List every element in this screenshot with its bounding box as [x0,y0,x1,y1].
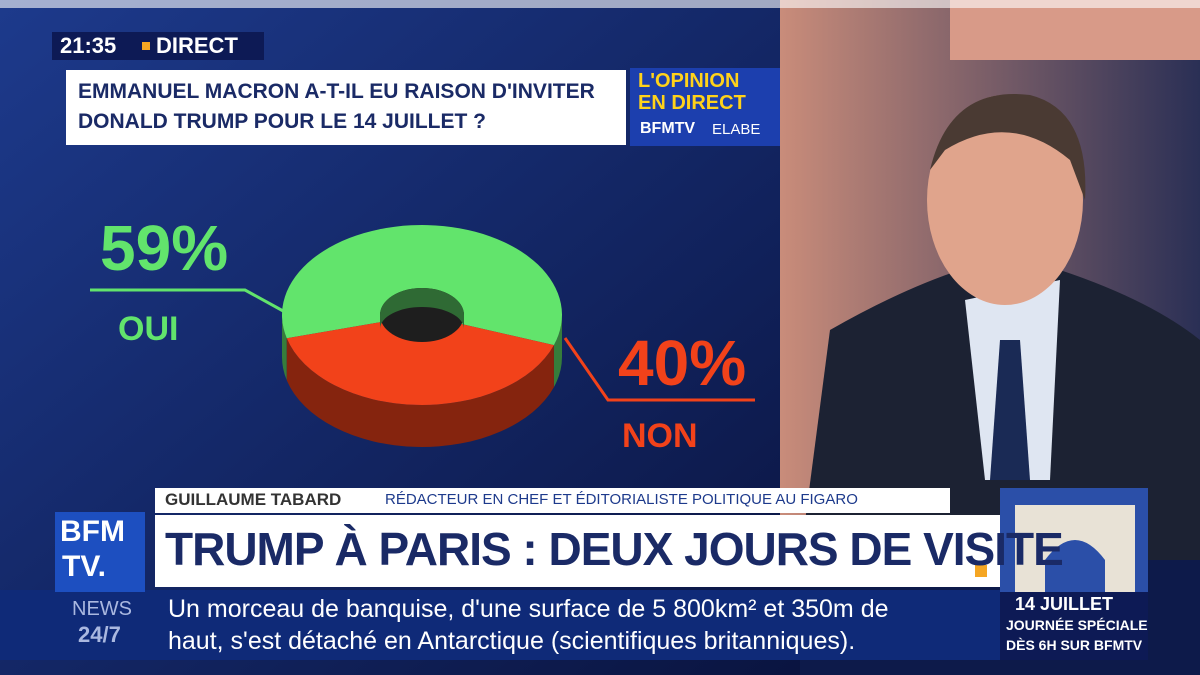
category-label: NON [622,417,698,455]
slice-side [286,338,554,447]
value-label: 59% [100,212,228,284]
clock-box [52,32,264,60]
pie-chart [282,224,562,447]
question-box [66,70,626,145]
news-label: NEWS [72,598,132,620]
face [927,95,1083,305]
guest-role: RÉDACTEUR EN CHEF ET ÉDITORIALISTE POLIT… [385,491,858,508]
headline: TRUMP À PARIS : DEUX JOURS DE VISITE [165,523,1064,575]
studio-light [950,0,1200,60]
logo-box [55,512,145,592]
logo: BFM [60,515,125,548]
arch [1015,505,1135,592]
badge-line: ELABE [712,121,761,138]
promo-line: JOURNÉE SPÉCIALE [1006,617,1148,633]
badge-line: EN DIRECT [638,92,746,114]
badge-box [630,68,780,146]
category-label: OUI [118,310,178,348]
tie [990,340,1030,480]
news-hours: 24/7 [78,622,121,647]
guest-name: GUILLAUME TABARD [165,490,342,509]
clock: 21:35 [60,33,117,58]
top-strip [0,0,1200,8]
chart-title: EMMANUEL MACRON A-T-IL EU RAISON D'INVIT… [78,80,595,133]
promo-text-box [1000,592,1148,660]
live-dot [142,42,150,50]
hair [930,93,1086,200]
ticker-line: Un morceau de banquise, d'une surface de… [168,595,889,623]
logo: TV. [62,550,106,583]
ticker-line: haut, s'est détaché en Antarctique (scie… [168,627,856,655]
leader-line [90,288,286,314]
promo-date: 14 JUILLET [1015,594,1114,614]
leader-line [563,337,755,402]
guest-bar [155,488,950,513]
live-label: DIRECT [156,33,238,58]
ticker-bar [0,590,1000,660]
slice-side [553,315,562,388]
slice [286,315,554,406]
slice [282,224,562,346]
slice-side [282,315,287,381]
headline-dot [975,565,987,577]
badge-line: L'OPINION [638,70,740,92]
badge-line: BFMTV [640,120,696,137]
value-label: 40% [618,327,746,399]
headline-bar [155,515,1000,587]
hole-wall [380,288,464,329]
promo-line: DÈS 6H SUR BFMTV [1006,637,1143,653]
